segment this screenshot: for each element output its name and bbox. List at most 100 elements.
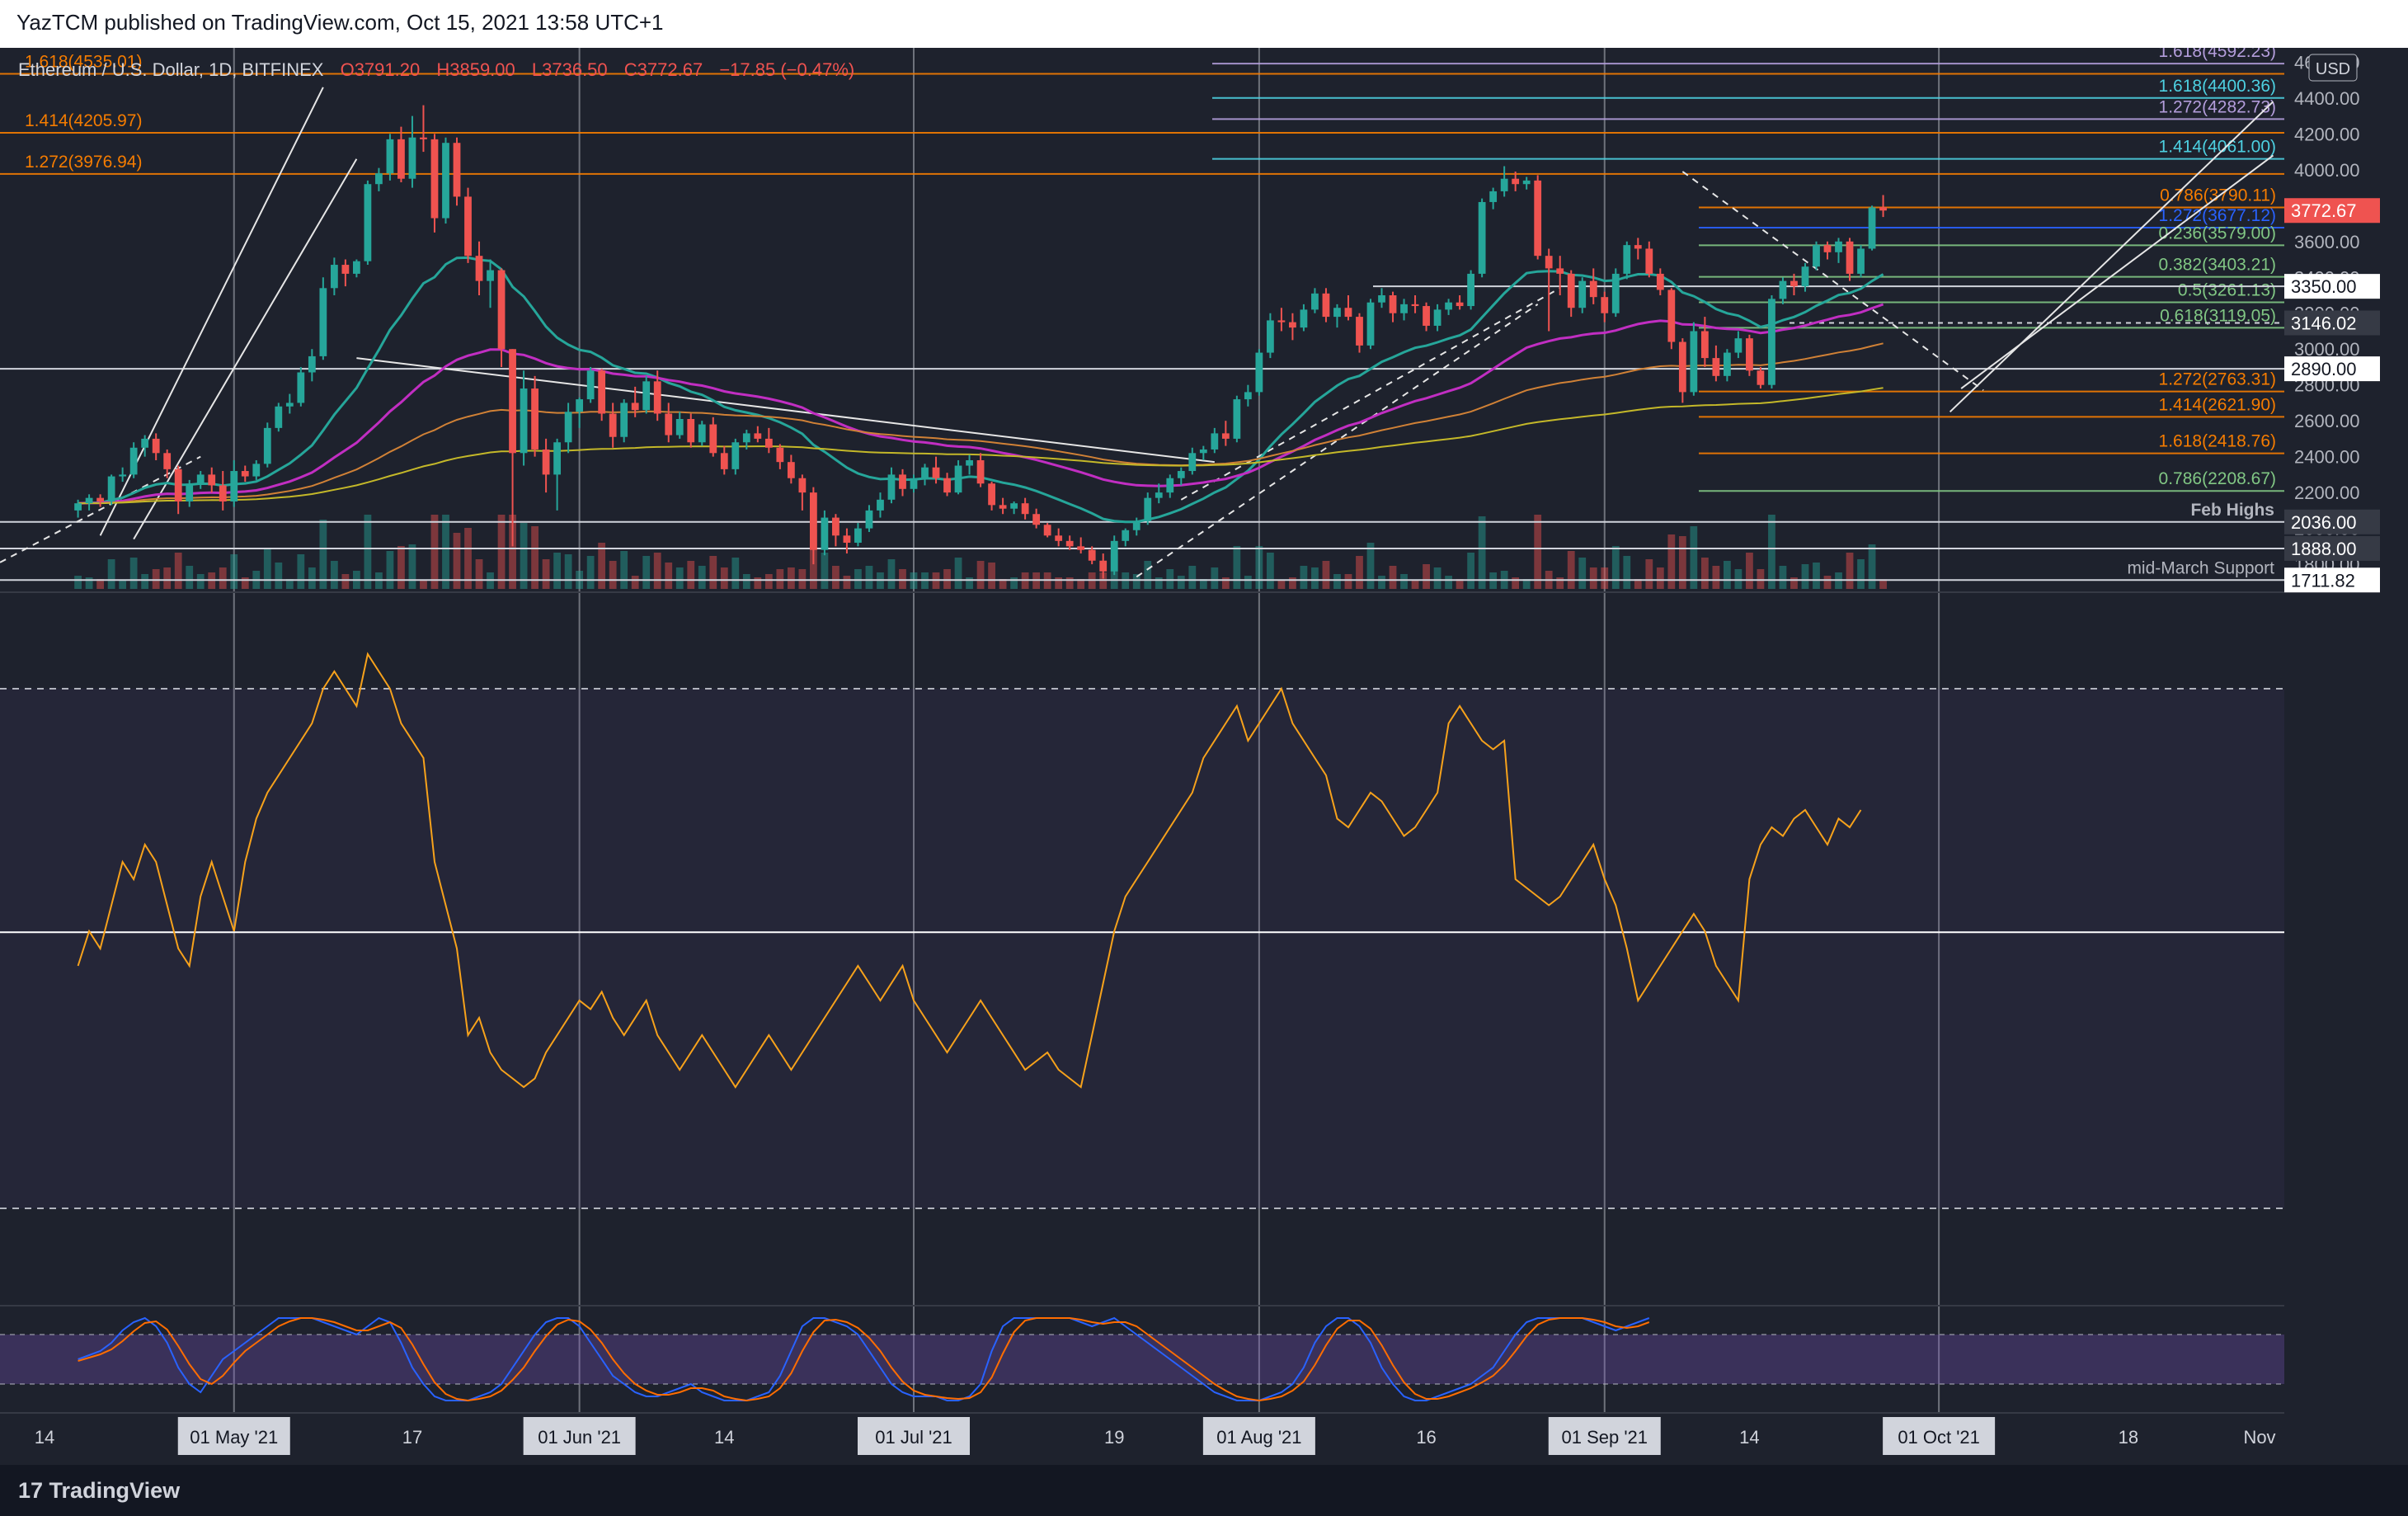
- volume-bar: [408, 544, 416, 589]
- price-label-box: [2284, 535, 2380, 561]
- volume-bar: [954, 558, 962, 589]
- time-tick-label: 14: [714, 1427, 734, 1448]
- currency-box: [2308, 54, 2358, 82]
- volume-bar: [74, 576, 82, 589]
- volume-bar: [442, 515, 449, 589]
- volume-bar: [887, 559, 896, 589]
- volume-bar: [1623, 556, 1631, 589]
- volume-bar: [219, 567, 227, 589]
- candle-body: [1690, 331, 1698, 393]
- time-tick-label: 18: [2119, 1427, 2138, 1448]
- fib-label: 0.236(3579.00): [2159, 224, 2276, 242]
- candle-body: [1188, 453, 1197, 472]
- volume-bar: [598, 543, 606, 589]
- candle-body: [119, 474, 127, 477]
- level-annotation: Feb Highs: [2190, 501, 2274, 520]
- volume-bar: [1690, 526, 1698, 589]
- volume-bar: [1010, 577, 1018, 589]
- symbol-title: Ethereum / U.S. Dollar, 1D, BITFINEX: [18, 59, 324, 80]
- volume-bar: [285, 579, 294, 589]
- candle-body: [1122, 530, 1130, 541]
- volume-bar: [1188, 566, 1197, 589]
- candle-body: [285, 403, 294, 407]
- volume-bar: [520, 523, 528, 589]
- candle-body: [943, 478, 951, 493]
- candle-body: [776, 447, 784, 463]
- candle-body: [742, 433, 750, 443]
- ema-50-line: [78, 303, 1884, 505]
- price-axis[interactable]: 1800.002000.002200.002400.002600.002800.…: [2284, 48, 2408, 1465]
- volume-bar: [319, 520, 327, 589]
- price-label: 3350.00: [2291, 276, 2357, 297]
- volume-bar: [966, 577, 973, 589]
- candle-body: [1656, 273, 1664, 290]
- candle-body: [1601, 297, 1609, 313]
- candle-body: [877, 499, 884, 511]
- price-label-box: [2284, 198, 2380, 224]
- volume-bar: [119, 581, 127, 589]
- volume-bar: [1277, 581, 1286, 589]
- candle-body: [1445, 302, 1452, 310]
- candle-body: [1132, 520, 1141, 530]
- candle-body: [764, 438, 773, 448]
- volume-bar: [1813, 563, 1820, 589]
- volume-bar: [1244, 576, 1252, 589]
- candle-body: [375, 173, 383, 185]
- candle-body: [821, 517, 829, 550]
- volume-bar: [609, 561, 617, 589]
- candle-body: [1400, 304, 1408, 313]
- candle-body: [408, 137, 416, 179]
- fib-label: 1.618(4592.23): [2159, 48, 2276, 61]
- time-axis[interactable]: 14 01 May '21 17 01 Jun '21 14 01 Jul '21 19 01…: [35, 1417, 2276, 1455]
- volume-bar: [865, 566, 873, 589]
- candle-body: [832, 517, 840, 536]
- volume-bar: [586, 556, 595, 589]
- candle-body: [174, 468, 182, 501]
- candle-body: [107, 476, 115, 501]
- volume-bar: [665, 563, 673, 589]
- volume-bar: [263, 549, 271, 589]
- candle-body: [208, 474, 216, 486]
- candle-body: [1712, 358, 1720, 376]
- volume-bar: [1177, 576, 1185, 589]
- candle-body: [1378, 295, 1385, 303]
- volume-bar: [1601, 567, 1609, 589]
- price-label: 1711.82: [2291, 570, 2355, 591]
- volume-bar: [1578, 558, 1587, 589]
- volume-bar: [821, 553, 829, 589]
- volume-bar: [1065, 577, 1074, 589]
- candle-body: [988, 483, 995, 506]
- price-tick-label: 4400.00: [2294, 88, 2360, 109]
- candle-body: [731, 442, 740, 469]
- stoch-d-line: [78, 1317, 1650, 1402]
- volume-bar: [854, 569, 862, 589]
- price-label-box: [2284, 509, 2380, 534]
- volume-bar: [1734, 569, 1743, 589]
- volume-bar: [1723, 561, 1731, 589]
- volume-bar: [1746, 553, 1753, 589]
- candle-body: [163, 453, 172, 469]
- volume-bar: [364, 515, 372, 589]
- candle-body: [430, 139, 439, 219]
- candle-body: [397, 139, 405, 179]
- chart-area[interactable]: 1.618(4535.01) 1.414(4205.97) 1.272(3976.9…: [0, 48, 2408, 1465]
- price-label: 2890.00: [2291, 359, 2357, 379]
- fib-label: 1.272(4282.73): [2159, 97, 2276, 116]
- candle-body: [308, 355, 316, 373]
- publisher-info: YazTCM published on TradingView.com, Oct…: [16, 10, 664, 35]
- volume-bar: [943, 569, 951, 589]
- volume-bar: [1221, 577, 1230, 589]
- candle-body: [1322, 293, 1330, 318]
- candle-body: [1333, 308, 1341, 318]
- candle-body: [865, 510, 873, 529]
- volume-bar: [1456, 579, 1464, 589]
- candle-body: [252, 464, 261, 477]
- candle-body: [1589, 280, 1597, 298]
- fib-label: 0.786(3790.11): [2160, 186, 2276, 205]
- candle-body: [564, 412, 572, 443]
- candle-body: [1823, 245, 1832, 252]
- volume-bar: [1445, 576, 1452, 589]
- candle-body: [152, 438, 160, 454]
- candle-body: [1077, 546, 1085, 550]
- candle-body: [1043, 525, 1051, 536]
